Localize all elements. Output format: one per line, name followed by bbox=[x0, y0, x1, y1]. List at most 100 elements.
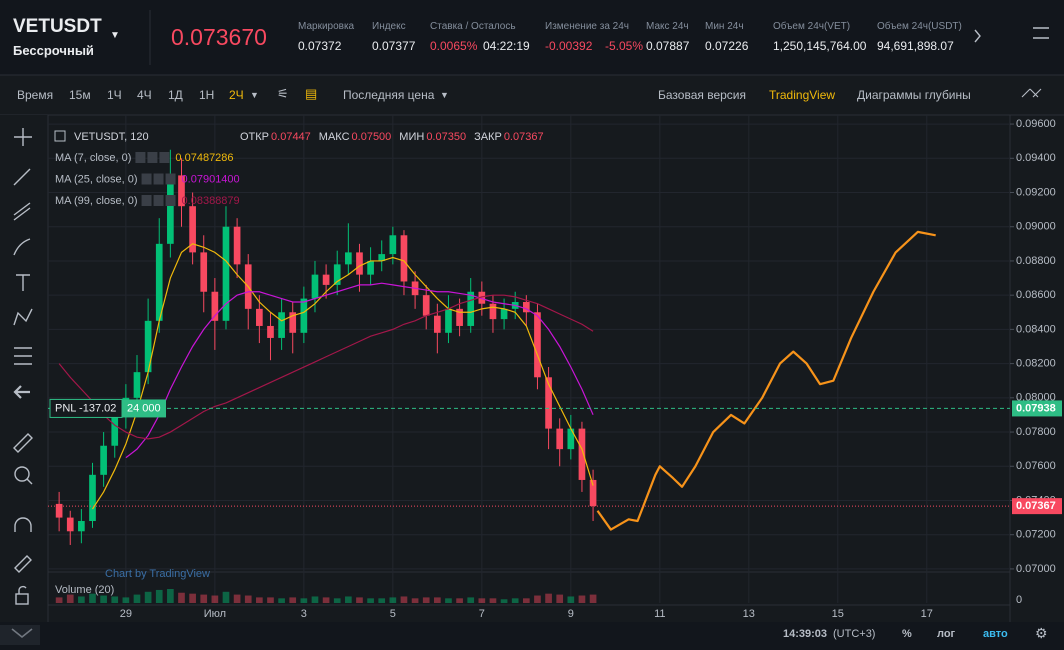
status-settings[interactable]: ⚙ bbox=[1035, 625, 1048, 641]
volume-bar bbox=[400, 596, 408, 603]
header-bg bbox=[0, 0, 1064, 75]
legend-icon bbox=[135, 152, 146, 163]
volume-bar bbox=[467, 597, 475, 603]
stat-value: 0.07887 bbox=[646, 39, 690, 53]
legend-icon bbox=[153, 195, 164, 206]
candle-body bbox=[400, 235, 408, 282]
price-type[interactable]: Последняя цена bbox=[343, 88, 435, 102]
collapse-icon bbox=[54, 130, 66, 142]
candle-body bbox=[333, 264, 341, 285]
volume-bar bbox=[534, 595, 541, 603]
legend-icon bbox=[141, 195, 152, 206]
legend-value: 0.07487286 bbox=[175, 152, 233, 164]
dropdown-arrow[interactable]: ▼ bbox=[110, 30, 120, 41]
volume-bar bbox=[345, 596, 352, 603]
legend-icon bbox=[165, 195, 176, 206]
candle-body bbox=[367, 260, 374, 275]
indicator-icon[interactable]: ▤ bbox=[305, 86, 318, 101]
ohlc-label: МАКС bbox=[319, 131, 350, 143]
candle-body bbox=[500, 308, 508, 320]
candle-body bbox=[545, 377, 552, 429]
pnl-text: PNL -137.02 bbox=[55, 402, 116, 414]
x-tick-label: 3 bbox=[301, 608, 307, 620]
tool-icons[interactable] bbox=[11, 27, 1049, 639]
volume-bar bbox=[189, 593, 196, 603]
candle-body bbox=[111, 414, 119, 446]
price-tag-label: 0.07367 bbox=[1016, 500, 1056, 512]
x-tick-label: 11 bbox=[654, 608, 665, 620]
chart-title: VETUSDT, 120 bbox=[74, 131, 149, 143]
stat-value: 0.0065% bbox=[430, 39, 478, 53]
legend-icon bbox=[141, 173, 152, 185]
stat-label: Объем 24ч(USDT) bbox=[877, 21, 962, 32]
legend-value: 0.08388879 bbox=[182, 195, 240, 207]
volume-bar bbox=[222, 591, 230, 603]
volume-bar bbox=[89, 593, 96, 603]
status-tz[interactable]: (UTC+3) bbox=[833, 628, 876, 640]
stat-value: 04:22:19 bbox=[483, 39, 530, 53]
status-bg bbox=[0, 622, 1064, 650]
candle-body bbox=[278, 312, 285, 338]
interval[interactable]: 4Ч bbox=[137, 88, 152, 102]
qty-box bbox=[122, 399, 166, 418]
x-tick-label: 5 bbox=[390, 608, 396, 620]
candle-body bbox=[222, 226, 230, 321]
stat-value: 0.07377 bbox=[372, 39, 416, 53]
price-tag-label: 0.07938 bbox=[1016, 402, 1056, 414]
y-tick-label: 0.09400 bbox=[1016, 152, 1056, 164]
volume-bar bbox=[233, 594, 241, 603]
candle-body bbox=[356, 252, 363, 275]
view-tradingview[interactable]: TradingView bbox=[769, 88, 836, 102]
candle-body bbox=[345, 252, 352, 265]
candle-body bbox=[522, 302, 530, 313]
status-auto[interactable]: авто bbox=[983, 628, 1008, 640]
interval[interactable]: 1Н bbox=[199, 88, 215, 102]
volume-bar bbox=[511, 598, 519, 603]
candle-body bbox=[578, 428, 586, 480]
candle-body bbox=[456, 308, 463, 326]
candle-body bbox=[189, 206, 196, 253]
settings-icon[interactable]: ⚟ bbox=[277, 86, 289, 101]
ohlc-value: 0.07350 bbox=[426, 131, 466, 143]
y-tick-label: 0.08200 bbox=[1016, 358, 1056, 370]
symbol[interactable]: VETUSDT bbox=[13, 16, 102, 37]
volume-bar bbox=[244, 595, 252, 603]
candle-body bbox=[300, 298, 308, 333]
stat-value: -0.00392 bbox=[545, 39, 593, 53]
view-depth[interactable]: Диаграммы глубины bbox=[857, 88, 971, 102]
interval[interactable]: 15м bbox=[69, 88, 91, 102]
volume-bar bbox=[500, 599, 508, 603]
volume-bar bbox=[333, 598, 341, 603]
volume-bar bbox=[489, 598, 497, 603]
volume-bar bbox=[78, 596, 85, 603]
volume-bar bbox=[545, 593, 552, 603]
ma-line bbox=[91, 243, 594, 510]
volume-bar bbox=[155, 589, 163, 603]
candle-body bbox=[445, 308, 452, 333]
candle-body bbox=[233, 226, 241, 265]
x-tick-label: 17 bbox=[921, 608, 933, 620]
volume-bar bbox=[522, 598, 530, 603]
active-interval[interactable]: 2Ч bbox=[229, 88, 244, 102]
candle-body bbox=[422, 295, 430, 316]
ohlc-value: 0.07367 bbox=[504, 131, 544, 143]
ma-line bbox=[58, 294, 594, 440]
view-basic[interactable]: Базовая версия bbox=[658, 88, 746, 102]
volume-tick-label: 0 bbox=[1016, 594, 1022, 606]
candle-body bbox=[100, 445, 107, 475]
price-type-arrow[interactable]: ▼ bbox=[440, 90, 449, 100]
status-log[interactable]: лог bbox=[937, 628, 956, 640]
volume-bar bbox=[456, 598, 463, 603]
price-tag bbox=[1012, 498, 1062, 515]
stat-value: 94,691,898.07 bbox=[877, 39, 954, 53]
candle-body bbox=[567, 428, 575, 450]
interval[interactable]: 1Д bbox=[168, 88, 183, 102]
interval[interactable]: 1Ч bbox=[107, 88, 122, 102]
interval-arrow[interactable]: ▼ bbox=[250, 90, 259, 100]
stat-label: Маркировка bbox=[298, 21, 355, 32]
volume-bar bbox=[311, 596, 319, 603]
stat-label: Мин 24ч bbox=[705, 21, 744, 32]
stat-label: Индекс bbox=[372, 21, 406, 32]
status-percent[interactable]: % bbox=[902, 628, 912, 640]
